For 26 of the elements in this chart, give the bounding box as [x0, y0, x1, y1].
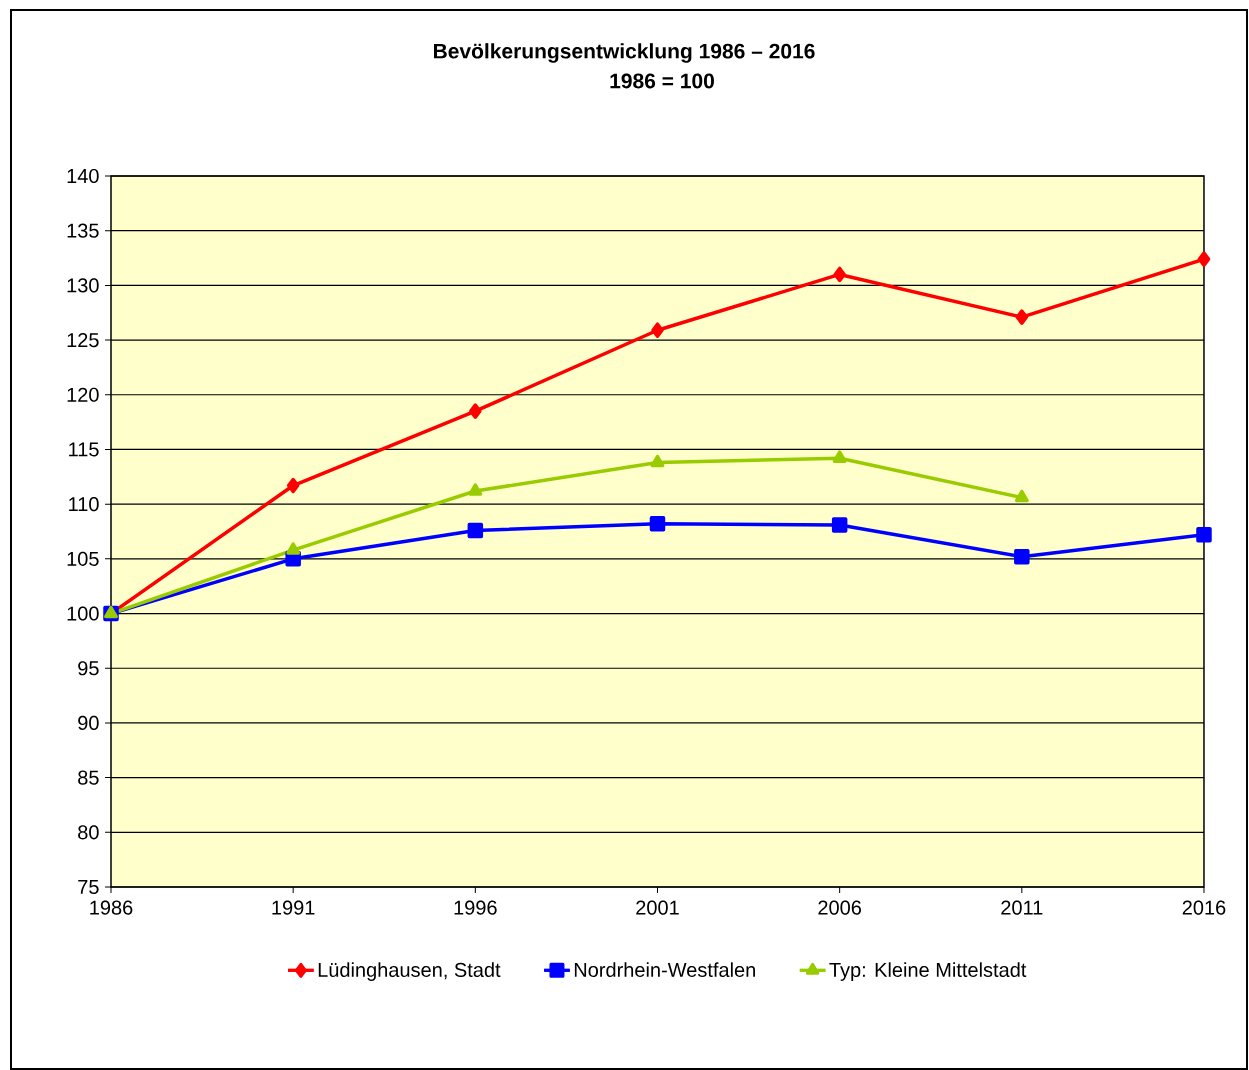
- y-tick-label: 90: [78, 715, 99, 730]
- legend-label: Lüdinghausen, Stadt: [318, 962, 501, 981]
- y-tick-label: 95: [78, 661, 99, 676]
- x-tick-label: 2011: [1001, 900, 1043, 915]
- y-tick-label: 120: [67, 387, 99, 402]
- legend-label: Nordrhein-Westfalen: [574, 962, 755, 977]
- x-tick-label: 2001: [636, 900, 679, 915]
- y-tick-label: 85: [78, 770, 99, 785]
- x-tick-label: 2016: [1182, 900, 1226, 915]
- y-tick-label: 100: [67, 606, 99, 621]
- y-tick-label: 75: [78, 880, 99, 894]
- y-tick-label: 130: [67, 278, 99, 293]
- x-tick-label: 1986: [90, 900, 133, 915]
- y-tick-label: 105: [67, 551, 99, 566]
- y-tick-label: 115: [69, 442, 99, 457]
- y-tick-label: 110: [69, 497, 99, 512]
- x-tick-label: 1996: [454, 900, 497, 915]
- y-tick-label: 140: [67, 168, 99, 184]
- chart-title: Bevölkerungsentwicklung 1986 – 2016: [434, 43, 815, 63]
- chart-subtitle: 1986 = 100: [610, 73, 714, 89]
- y-tick-label: 125: [67, 333, 99, 348]
- y-tick-label: 80: [78, 825, 99, 840]
- legend-label: Typ: Kleine Mittelstadt: [829, 962, 1027, 981]
- y-tick-label: 135: [67, 223, 99, 238]
- x-tick-label: 1991: [272, 900, 315, 915]
- x-tick-label: 2006: [818, 900, 862, 915]
